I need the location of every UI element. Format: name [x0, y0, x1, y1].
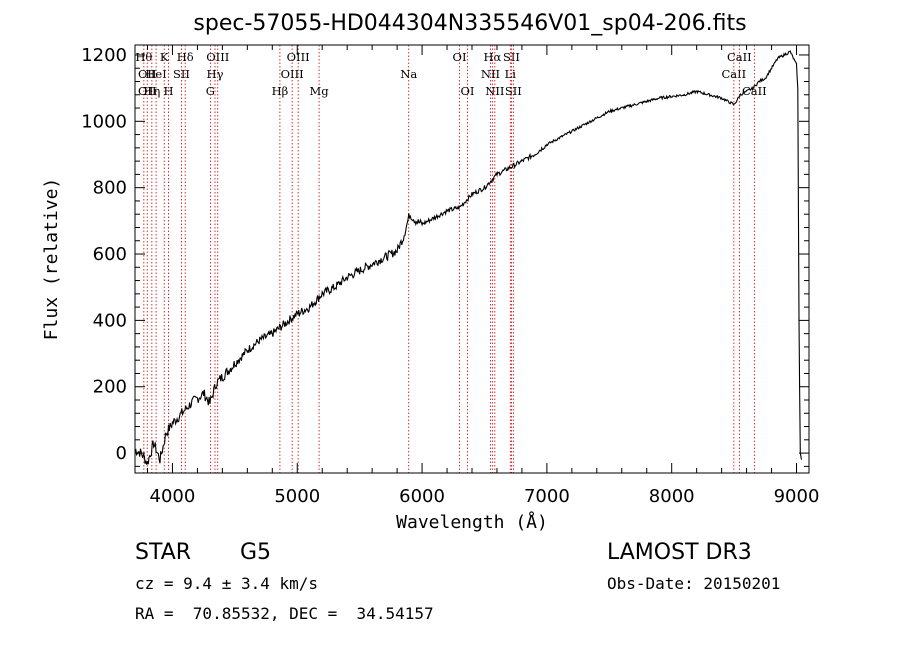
axis-ticks: 4000 5000 6000 7000 8000 9000 0 200 400 600 800 100… [81, 45, 819, 507]
y-tick-label: 200 [93, 377, 127, 398]
x-tick-label: 5000 [274, 486, 320, 507]
spectral-line-label: OI [453, 50, 467, 64]
spectral-line-label: K [160, 50, 169, 64]
x-tick-label: 9000 [774, 486, 820, 507]
spectral-line-label: H [164, 84, 174, 98]
spectral-line-label: Hβ [272, 84, 289, 98]
spectral-line-label: OIII [206, 50, 229, 64]
spectral-line-label: NII [481, 67, 500, 81]
spectral-line-label: SII [503, 50, 520, 64]
y-tick-label: 1000 [81, 111, 127, 132]
spectral-line-label: NII [485, 84, 504, 98]
x-tick-label: 7000 [524, 486, 570, 507]
spectral-line-label: OIII [281, 67, 304, 81]
spectral-line-label: Hδ [177, 50, 194, 64]
x-axis-label: Wavelength (Å) [396, 511, 548, 533]
x-tick-label: 8000 [649, 486, 695, 507]
spectral-line-label: Mg [310, 84, 330, 98]
spectral-line-label: CaII [721, 67, 746, 81]
spectral-line-label: CaII [742, 84, 767, 98]
spectral-line-label: HeI [145, 67, 166, 81]
spectral-line-label: Hα [483, 50, 501, 64]
coordinates: RA = 70.85532, DEC = 34.54157 [135, 604, 434, 623]
spectral-line-label: OI [461, 84, 475, 98]
spectral-line-label: Li [505, 67, 517, 81]
y-tick-label: 0 [116, 443, 127, 464]
chart-title: spec-57055-HD044304N335546V01_sp04-206.f… [193, 11, 746, 36]
spectral-line-label: CaII [727, 50, 752, 64]
x-tick-label: 6000 [399, 486, 445, 507]
y-tick-label: 800 [93, 178, 127, 199]
y-tick-label: 400 [93, 310, 127, 331]
spectral-line-label: SII [173, 67, 190, 81]
x-tick-label: 4000 [150, 486, 196, 507]
spectral-line-markers: HθOIIOIIHηHeIKHSIIHδGHγOIIIHβOIIIOIIIMgN… [135, 45, 767, 473]
survey-name: LAMOST DR3 [607, 540, 752, 565]
flux-series-line [134, 50, 803, 465]
spectral-line-label: G [206, 84, 215, 98]
object-class: STAR [135, 540, 192, 565]
object-subclass: G5 [240, 540, 272, 565]
spectral-line-label: Hγ [207, 67, 224, 81]
redshift-value: cz = 9.4 ± 3.4 km/s [135, 574, 319, 593]
spectral-line-label: SII [505, 84, 522, 98]
spectral-line-label: Hη [143, 84, 160, 98]
plot-frame [134, 44, 810, 474]
y-tick-label: 600 [93, 244, 127, 265]
y-axis-label: Flux (relative) [41, 178, 62, 341]
spectral-line-label: Hθ [135, 50, 152, 64]
observation-date: Obs-Date: 20150201 [607, 574, 781, 593]
spectral-line-label: Na [400, 67, 417, 81]
y-tick-label: 1200 [81, 45, 127, 66]
spectral-line-label: OIII [287, 50, 310, 64]
